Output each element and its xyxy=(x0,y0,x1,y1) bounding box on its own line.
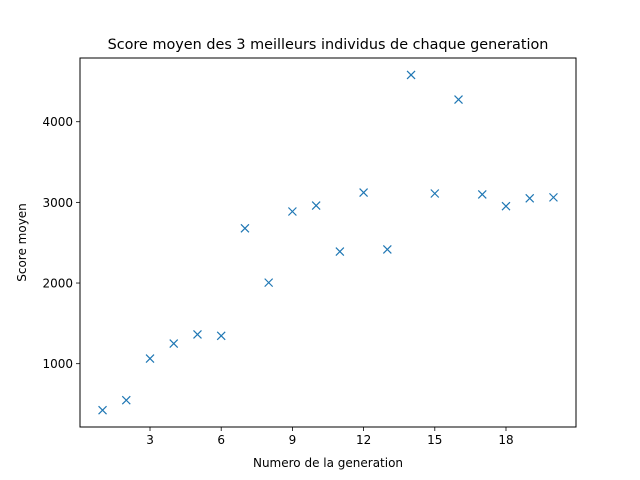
x-tick-label: 15 xyxy=(427,433,442,447)
marker-stroke xyxy=(406,70,416,80)
data-point-marker xyxy=(525,193,535,203)
chart-title: Score moyen des 3 meilleurs individus de… xyxy=(108,37,549,53)
data-point-marker xyxy=(335,247,345,256)
y-axis-label: Score moyen xyxy=(15,203,29,282)
data-point-marker xyxy=(430,189,440,198)
data-point-marker xyxy=(216,331,226,341)
marker-stroke xyxy=(98,405,107,415)
y-tick-label: 2000 xyxy=(42,277,73,291)
y-axis-ticks: 1000 2000 3000 4000 xyxy=(42,115,80,371)
data-point-marker xyxy=(264,278,274,288)
x-tick-label: 9 xyxy=(289,433,297,447)
y-tick-label: 1000 xyxy=(42,357,73,371)
x-tick-label: 18 xyxy=(498,433,513,447)
data-point-marker xyxy=(549,192,558,202)
y-tick-label: 3000 xyxy=(42,196,73,210)
marker-stroke xyxy=(264,278,274,288)
data-point-marker xyxy=(382,244,392,254)
x-axis-label: Numero de la generation xyxy=(253,456,403,470)
data-point-marker xyxy=(406,70,416,80)
marker-stroke xyxy=(193,329,202,339)
marker-stroke xyxy=(145,354,155,364)
marker-stroke xyxy=(430,189,440,198)
x-tick-label: 6 xyxy=(217,433,225,447)
data-point-marker xyxy=(454,95,463,104)
marker-stroke xyxy=(240,223,250,233)
data-point-marker xyxy=(240,223,250,233)
marker-stroke xyxy=(169,339,179,349)
marker-stroke xyxy=(501,201,511,211)
data-point-marker xyxy=(477,190,487,199)
data-markers xyxy=(98,70,558,415)
data-point-marker xyxy=(121,395,131,405)
marker-stroke xyxy=(525,193,535,203)
marker-stroke xyxy=(287,207,297,216)
data-point-marker xyxy=(98,405,107,415)
data-point-marker xyxy=(501,201,511,211)
marker-stroke xyxy=(477,190,487,199)
marker-stroke xyxy=(121,395,131,405)
x-axis-ticks: 3 6 9 12 15 18 xyxy=(146,427,514,447)
data-point-marker xyxy=(287,207,297,216)
marker-stroke xyxy=(549,192,558,202)
marker-stroke xyxy=(311,201,321,211)
marker-stroke xyxy=(382,244,392,254)
marker-stroke xyxy=(335,247,345,256)
marker-stroke xyxy=(216,331,226,341)
data-point-marker xyxy=(145,354,155,364)
x-tick-label: 12 xyxy=(356,433,371,447)
data-point-marker xyxy=(169,339,179,349)
data-point-marker xyxy=(193,329,202,339)
marker-stroke xyxy=(359,188,369,197)
data-point-marker xyxy=(311,201,321,211)
data-point-marker xyxy=(359,188,369,197)
axes-frame xyxy=(79,57,577,428)
marker-stroke xyxy=(454,95,463,104)
x-tick-label: 3 xyxy=(146,433,154,447)
y-tick-label: 4000 xyxy=(42,115,73,129)
